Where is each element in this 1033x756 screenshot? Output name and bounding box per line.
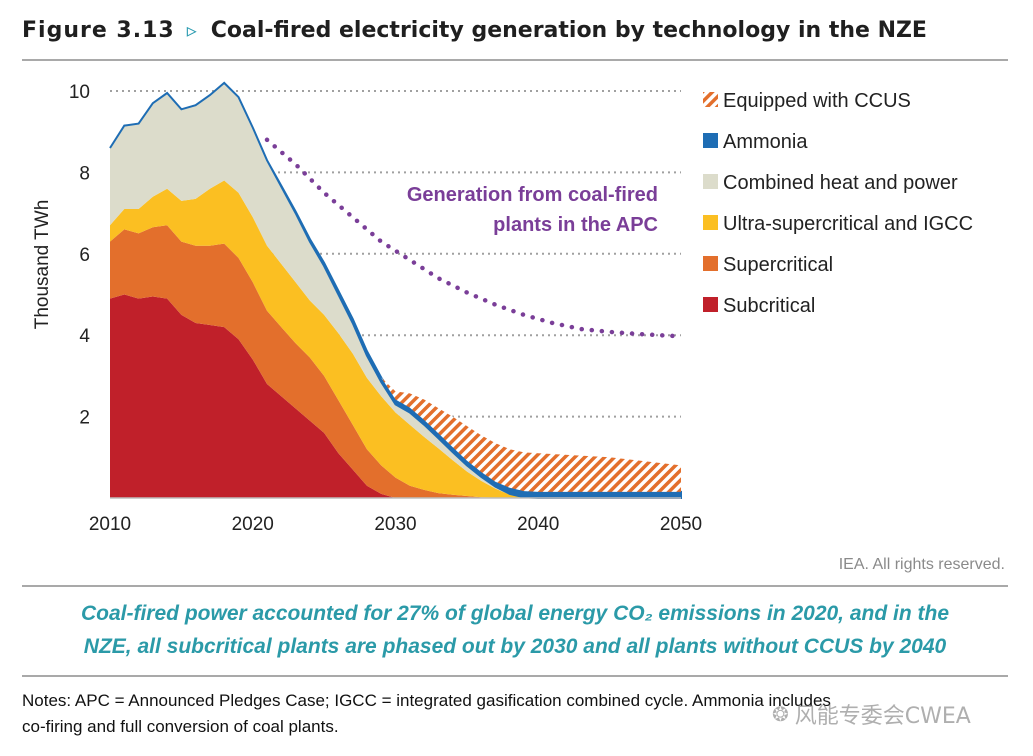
x-tick-label: 2040 (517, 514, 559, 535)
legend-swatch (703, 92, 718, 107)
area-ultra-supercritical-and-igcc (110, 180, 681, 498)
area-combined-heat-and-power (110, 82, 681, 499)
apc-overlay-layer: Generation from coal-fired plants in the … (264, 137, 684, 339)
y-tick-label: 10 (69, 82, 90, 103)
x-tick-label: 2050 (660, 514, 702, 535)
coal-generation-chart: Generation from coal-fired plants in the … (32, 81, 973, 535)
area-ammonia (109, 81, 682, 499)
notes: Notes: APC = Announced Pledges Case; IGC… (22, 688, 1008, 740)
middle-rule (22, 585, 1008, 587)
watermark: ❂ 风能专委会CWEA (772, 698, 971, 730)
grid-layer (110, 90, 681, 418)
copyright-notice: IEA. All rights reserved. (838, 556, 1005, 573)
figure-arrow-icon: ▹ (186, 18, 197, 42)
y-tick-label: 6 (79, 245, 90, 266)
legend: Equipped with CCUS Ammonia Combined heat a… (703, 90, 973, 317)
y-tick-label: 4 (79, 326, 90, 347)
x-tick-label: 2010 (89, 514, 131, 535)
legend-swatch (703, 174, 718, 189)
area-supercritical (110, 225, 681, 499)
legend-label: Combined heat and power (723, 172, 958, 194)
summary-line: NZE, all subcritical plants are phased o… (83, 635, 947, 658)
legend-swatch (703, 215, 718, 230)
summary-line: Coal-fired power accounted for 27% of gl… (80, 602, 950, 625)
area-subcritical (110, 294, 681, 498)
legend-swatch (703, 256, 718, 271)
bottom-rule (22, 675, 1008, 677)
area-layer (109, 81, 682, 499)
figure-header: Figure 3.13 ▹ Coal-fired electricity gen… (22, 12, 1012, 48)
top-rule (22, 59, 1008, 61)
apc-annotation: plants in the APC (493, 214, 658, 236)
legend-label: Supercritical (723, 254, 833, 276)
x-tick-label: 2030 (374, 514, 416, 535)
legend-label: Ammonia (723, 131, 808, 153)
figure-title: Coal-fired electricity generation by tec… (210, 17, 927, 43)
legend-label: Subcritical (723, 295, 815, 317)
y-axis-title: Thousand TWh (32, 200, 53, 330)
legend-swatch (703, 297, 718, 312)
axis-layer: 2 4 6 8 10 2010 2020 2030 2040 2050 Thousand TWh (32, 82, 702, 535)
notes-line: Notes: APC = Announced Pledges Case; IGC… (22, 691, 831, 710)
apc-annotation: Generation from coal-fired (407, 184, 658, 206)
x-tick-label: 2020 (232, 514, 274, 535)
wechat-icon: ❂ (772, 702, 789, 726)
legend-swatch (703, 133, 718, 148)
legend-label: Equipped with CCUS (723, 90, 911, 112)
y-tick-label: 8 (79, 163, 90, 184)
figure-number: Figure 3.13 (22, 17, 175, 43)
apc-dotted-line (264, 137, 684, 339)
y-tick-label: 2 (79, 408, 90, 429)
watermark-text: 风能专委会CWEA (794, 704, 971, 729)
legend-label: Ultra-supercritical and IGCC (723, 213, 973, 235)
summary-text: Coal-fired power accounted for 27% of gl… (22, 597, 1008, 663)
notes-line: co-firing and full conversion of coal pl… (22, 717, 339, 736)
